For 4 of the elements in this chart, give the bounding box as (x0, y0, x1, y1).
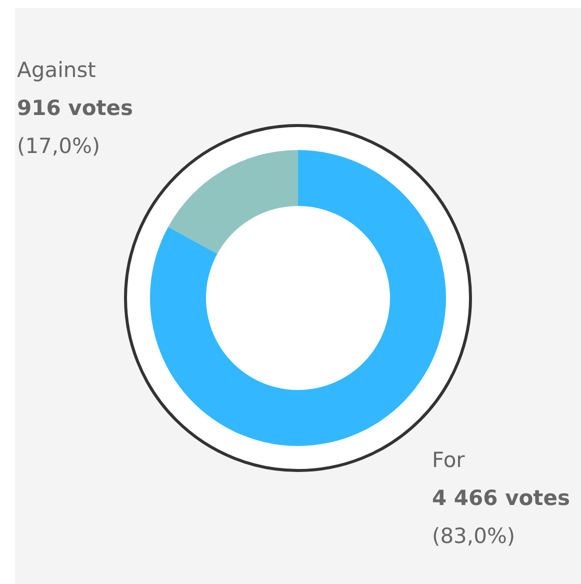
data-label: 4 466 votes (83,0%) (432, 486, 570, 548)
slice-label: Against (17, 58, 96, 82)
data-label: 916 votes (17,0%) (17, 96, 134, 158)
slice-label: For (432, 448, 466, 472)
